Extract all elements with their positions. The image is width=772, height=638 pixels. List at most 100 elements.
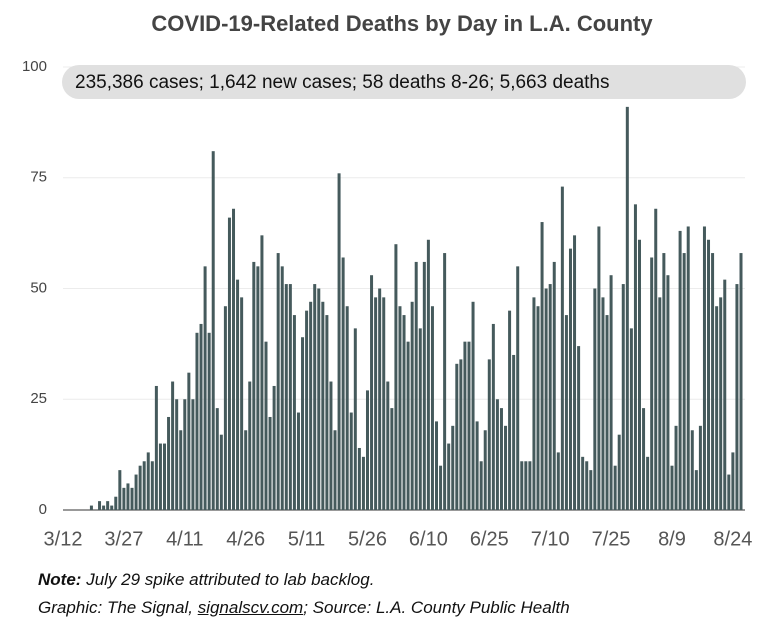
bar	[617, 434, 621, 510]
bar	[89, 505, 93, 510]
bar	[731, 452, 735, 510]
bar	[272, 385, 276, 510]
source: Graphic: The Signal, signalscv.com; Sour…	[38, 598, 570, 618]
bar	[114, 496, 118, 510]
bar	[435, 421, 439, 510]
bar	[633, 204, 637, 510]
note-text: July 29 spike attributed to lab backlog.	[86, 570, 375, 589]
bar	[207, 332, 211, 510]
bar	[463, 341, 467, 510]
bar	[589, 470, 593, 510]
bar	[499, 408, 503, 510]
source-link: signalscv.com	[197, 598, 304, 617]
bar	[378, 288, 382, 510]
bar	[735, 284, 739, 510]
bar	[650, 257, 654, 510]
bar	[341, 257, 345, 510]
bar	[252, 261, 256, 510]
bar	[199, 323, 203, 510]
bar	[447, 443, 451, 510]
y-tick-label: 0	[39, 501, 47, 518]
bar	[167, 416, 171, 510]
bar	[654, 208, 658, 510]
source-before: Graphic: The Signal,	[38, 598, 193, 617]
bar	[394, 244, 398, 510]
bar	[568, 248, 572, 510]
bar	[223, 306, 227, 510]
bar	[110, 505, 114, 510]
bar	[727, 474, 731, 510]
bar	[390, 408, 394, 510]
bar	[118, 470, 122, 510]
bar	[662, 253, 666, 510]
bar	[524, 461, 528, 510]
bar	[548, 284, 552, 510]
bar	[317, 288, 321, 510]
bar	[321, 301, 325, 510]
bar	[361, 456, 365, 510]
bar	[593, 288, 597, 510]
x-tick-label: 6/10	[409, 528, 448, 550]
bar	[195, 332, 199, 510]
bar	[426, 239, 430, 510]
bar	[142, 461, 146, 510]
bar	[365, 390, 369, 510]
x-tick-label: 8/9	[658, 528, 686, 550]
bar	[621, 284, 625, 510]
bar	[134, 474, 138, 510]
bar	[215, 408, 219, 510]
bar	[406, 341, 410, 510]
bar	[171, 381, 175, 510]
bar	[329, 381, 333, 510]
bar	[349, 412, 353, 510]
bar	[573, 235, 577, 510]
bar	[552, 261, 556, 510]
bar	[491, 323, 495, 510]
bar	[646, 456, 650, 510]
bar	[313, 284, 317, 510]
bar	[719, 297, 723, 510]
bar	[414, 261, 418, 510]
bar	[723, 279, 727, 510]
bar	[528, 461, 532, 510]
x-tick-label: 3/27	[104, 528, 143, 550]
bar	[256, 266, 260, 510]
bar	[248, 381, 252, 510]
x-tick-label: 4/26	[226, 528, 265, 550]
x-tick-label: 7/25	[592, 528, 631, 550]
bar	[698, 425, 702, 510]
bar	[337, 173, 341, 510]
bar	[382, 297, 386, 510]
y-tick-label: 75	[30, 169, 47, 186]
bar	[345, 306, 349, 510]
bar	[309, 301, 313, 510]
bar	[495, 399, 499, 510]
bar	[512, 354, 516, 510]
bar	[325, 315, 329, 510]
bar	[690, 430, 694, 510]
bar	[211, 151, 215, 511]
bar	[459, 359, 463, 510]
bar	[203, 266, 207, 510]
y-tick-label: 100	[22, 58, 47, 75]
bar	[715, 306, 719, 510]
chart: COVID-19-Related Deaths by Day in L.A. C…	[22, 11, 752, 550]
bar	[686, 226, 690, 511]
x-tick-label: 3/12	[44, 528, 83, 550]
bar	[402, 315, 406, 510]
bar	[479, 461, 483, 510]
bar	[682, 253, 686, 510]
bar	[280, 266, 284, 510]
bar	[154, 385, 158, 510]
bar	[609, 275, 613, 510]
bar	[398, 306, 402, 510]
bar	[605, 315, 609, 510]
bar	[179, 430, 183, 510]
subtitle-box	[62, 65, 746, 99]
bar	[711, 253, 715, 510]
bar	[670, 465, 674, 510]
bar	[540, 222, 544, 511]
bar	[102, 505, 106, 510]
